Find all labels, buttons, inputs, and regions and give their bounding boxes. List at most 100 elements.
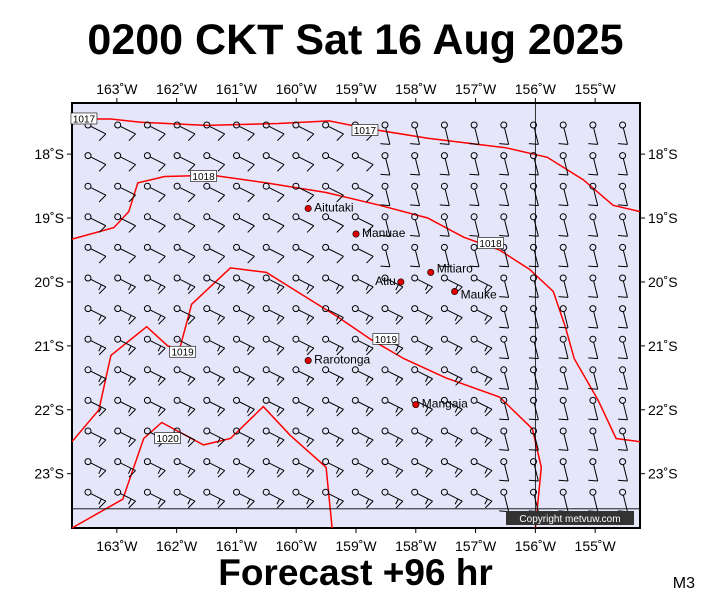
wind-barb [233, 121, 255, 142]
lat-label-left: 19˚S [34, 210, 64, 226]
wind-barb [84, 274, 107, 295]
wind-barb [499, 152, 510, 176]
wind-barb [173, 458, 196, 478]
lat-label-left: 22˚S [34, 402, 64, 418]
wind-barb [351, 366, 374, 386]
wind-barb [114, 396, 136, 417]
wind-barb [84, 396, 107, 417]
wind-barb [143, 121, 166, 142]
lat-label-right: 20˚S [648, 274, 678, 290]
lon-label-bottom: 160˚W [276, 538, 318, 554]
wind-barb [322, 335, 344, 356]
place-label: Mauke [461, 288, 497, 302]
wind-barb [262, 396, 285, 417]
wind-barb [470, 458, 493, 478]
wind-barb [440, 335, 463, 356]
wind-barb [292, 335, 315, 356]
wind-barb [143, 182, 166, 203]
wind-barb [292, 182, 315, 203]
wind-barb [84, 488, 107, 509]
wind-barb [233, 335, 255, 356]
wind-barb [322, 182, 344, 203]
lon-label-bottom: 162˚W [156, 538, 198, 554]
wind-barb [558, 305, 569, 329]
wind-barb [499, 213, 510, 237]
wind-barb [292, 488, 315, 509]
wind-barb [440, 305, 463, 325]
model-code: M3 [672, 575, 695, 592]
wind-barb [322, 213, 344, 233]
wind-barb [173, 488, 196, 509]
wind-barb [233, 488, 255, 509]
lat-label-right: 22˚S [648, 402, 678, 418]
isobar-label-text: 1017 [354, 126, 377, 137]
wind-barb [588, 396, 599, 421]
wind-barb [173, 121, 196, 142]
wind-barb [351, 182, 374, 203]
wind-barb [322, 458, 344, 478]
isobar-label: 1018 [477, 237, 504, 250]
wind-barb [322, 152, 344, 172]
wind-barb [439, 121, 450, 145]
wind-barb [381, 274, 404, 295]
wind-barb [203, 396, 226, 417]
place-marker: Atiu [375, 274, 405, 288]
wind-barb [439, 182, 450, 207]
wind-barb [440, 396, 463, 417]
place-marker: Mangaia [412, 397, 468, 411]
wind-barb [499, 458, 510, 482]
wind-barb [292, 427, 315, 448]
wind-barb [439, 243, 450, 268]
wind-barb [588, 121, 599, 145]
copyright-text: Copyright metvuw.com [519, 514, 620, 525]
wind-barb [528, 182, 539, 207]
wind-barb [558, 213, 569, 237]
wind-barb [588, 274, 599, 298]
wind-barb [203, 335, 226, 356]
wind-barb [322, 488, 344, 509]
wind-barb [588, 243, 599, 268]
place-label: Aitutaki [314, 200, 353, 214]
lon-label-top: 162˚W [156, 81, 198, 97]
place-label: Mangaia [422, 397, 468, 411]
wind-barb [114, 458, 136, 478]
wind-barb [588, 366, 599, 390]
wind-barb [588, 182, 599, 207]
wind-barb [233, 274, 255, 295]
wind-barb [588, 305, 599, 329]
wind-barb [381, 305, 404, 325]
wind-barb [499, 335, 510, 360]
wind-barb [203, 121, 226, 142]
wind-barb [440, 366, 463, 386]
wind-barb [410, 213, 421, 237]
lat-label-right: 18˚S [648, 146, 678, 162]
wind-barb [381, 427, 404, 448]
wind-barb [143, 243, 166, 264]
place-layer: Aitutaki Manuae Atiu Mitiaro Mauke Rarotonga M… [304, 200, 497, 411]
lon-label-bottom: 159˚W [335, 538, 377, 554]
wind-barb [411, 366, 433, 386]
wind-barb [173, 305, 196, 325]
wind-barb [588, 152, 599, 176]
wind-barb [143, 213, 166, 233]
wind-barb [322, 396, 344, 417]
wind-barb [617, 274, 628, 298]
wind-barb [351, 305, 374, 325]
wind-barb [262, 274, 285, 295]
wind-barb [499, 274, 510, 298]
isobar-label: 1019 [372, 333, 400, 346]
wind-barb [203, 366, 226, 386]
lon-label-top: 155˚W [575, 81, 617, 97]
wind-barb [470, 427, 493, 448]
wind-barb [114, 335, 136, 356]
wind-barb [262, 335, 285, 356]
place-marker: Mauke [451, 288, 497, 302]
wind-barb [292, 458, 315, 478]
wind-barb [173, 243, 196, 264]
wind-barb [558, 458, 569, 482]
wind-barb [380, 152, 391, 176]
wind-barb [381, 458, 404, 478]
wind-barb [173, 274, 196, 295]
wind-barb [351, 152, 374, 172]
wind-barb [114, 274, 136, 295]
